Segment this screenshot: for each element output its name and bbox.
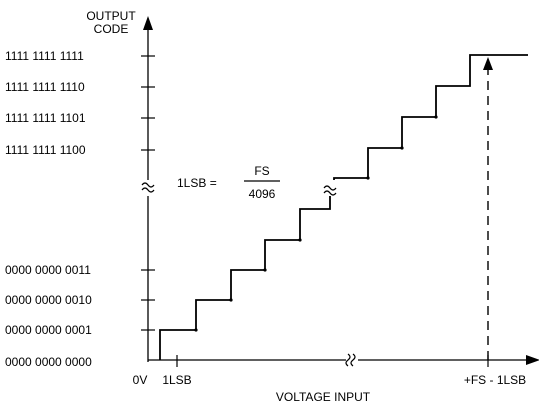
y-ticks xyxy=(141,55,155,331)
x-axis-title: VOLTAGE INPUT xyxy=(276,390,371,404)
corner-dot xyxy=(229,298,233,302)
staircase-break-icon xyxy=(323,185,337,196)
y-axis-arrowhead-icon xyxy=(143,16,153,30)
x-1lsb-label: 1LSB xyxy=(162,373,191,387)
formula-numerator: FS xyxy=(254,164,269,178)
y-axis-title-line1: OUTPUT xyxy=(86,9,136,23)
output-code-labels: 1111 1111 1111 1111 1111 1110 1111 1111 … xyxy=(5,49,92,369)
formula-denominator: 4096 xyxy=(249,187,276,201)
formula-lhs: 1LSB = xyxy=(177,176,217,190)
code-label-ffd: 1111 1111 1101 xyxy=(5,111,86,125)
x-axis-break-icon xyxy=(345,353,356,367)
staircase-corner-dots xyxy=(194,115,438,332)
y-axis: OUTPUT CODE xyxy=(86,9,155,362)
code-label-002: 0000 0000 0010 xyxy=(5,293,92,307)
transfer-staircase xyxy=(159,54,528,360)
x-axis-arrowhead-icon xyxy=(526,355,539,365)
code-label-ffc: 1111 1111 1100 xyxy=(5,143,86,157)
fs-arrowhead-icon xyxy=(483,57,493,70)
corner-dot xyxy=(298,238,302,242)
corner-dot xyxy=(194,328,198,332)
x-fs-label: +FS - 1LSB xyxy=(464,373,526,387)
fs-marker xyxy=(483,57,493,360)
corner-dot xyxy=(263,268,267,272)
staircase-lower xyxy=(159,196,331,360)
x-origin-label: 0V xyxy=(133,373,148,387)
corner-dot xyxy=(400,146,404,150)
code-label-fff: 1111 1111 1111 xyxy=(5,49,84,63)
code-label-000: 0000 0000 0000 xyxy=(5,355,92,369)
code-label-001: 0000 0000 0001 xyxy=(5,323,92,337)
corner-dot xyxy=(434,115,438,119)
x-axis: 0V 1LSB +FS - 1LSB VOLTAGE INPUT xyxy=(133,353,539,404)
code-label-003: 0000 0000 0011 xyxy=(5,263,91,277)
y-axis-break-icon xyxy=(141,182,155,193)
code-label-ffe: 1111 1111 1110 xyxy=(5,80,85,94)
y-axis-title-line2: CODE xyxy=(94,22,129,36)
corner-dot xyxy=(366,176,370,180)
lsb-formula: 1LSB = FS 4096 xyxy=(177,164,280,201)
staircase-upper xyxy=(333,54,528,180)
